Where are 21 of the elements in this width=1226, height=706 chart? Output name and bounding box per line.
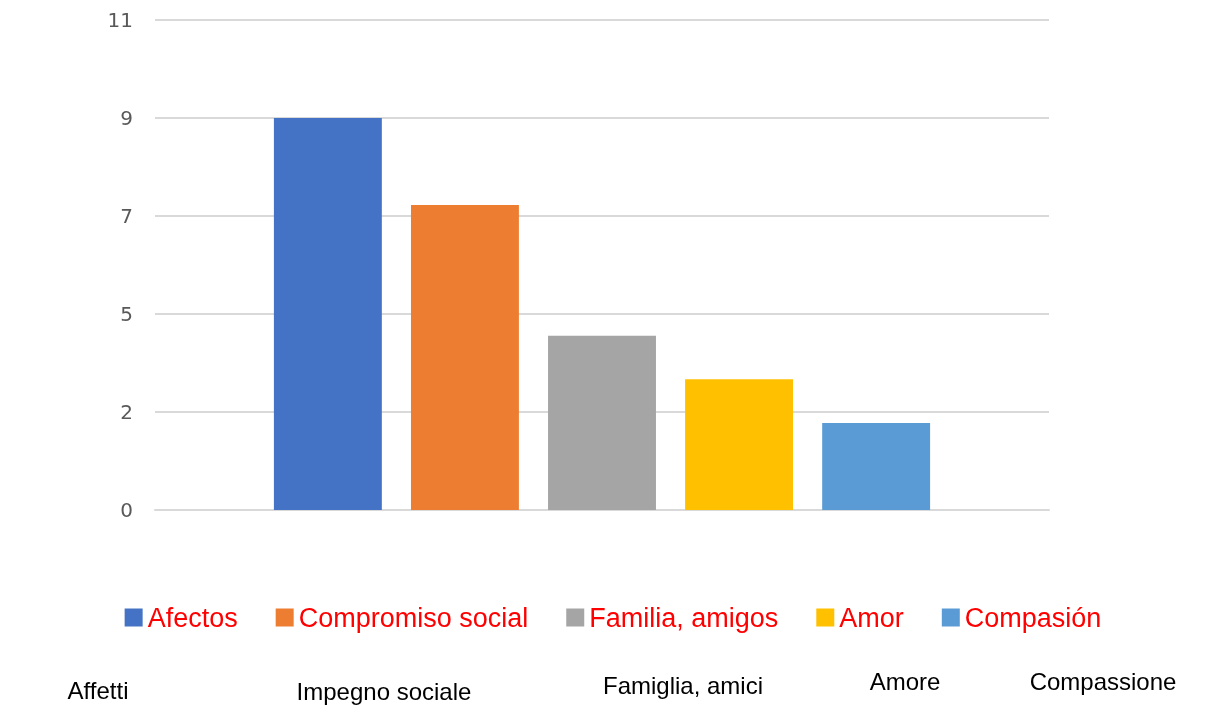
y-tick-label: 9 xyxy=(120,106,133,130)
legend-label: Amor xyxy=(839,602,904,633)
y-tick-label: 11 xyxy=(107,8,133,32)
y-tick-label: 0 xyxy=(120,498,133,522)
text: Impegno sociale xyxy=(296,677,472,705)
legend-label: Compasión xyxy=(964,602,1102,633)
bar xyxy=(410,205,519,510)
legend-label: Afectos xyxy=(147,602,238,633)
text: Amore xyxy=(869,667,941,695)
bar xyxy=(548,335,656,510)
text: Affetti xyxy=(67,676,129,704)
legend-label: Compromiso social xyxy=(298,602,529,633)
y-tick-label: 5 xyxy=(120,302,133,326)
text: Famiglia, amici xyxy=(602,671,764,699)
y-tick-label: 2 xyxy=(120,400,133,424)
bar xyxy=(273,118,382,510)
bar xyxy=(685,379,794,510)
bar xyxy=(822,422,931,510)
y-tick-label: 7 xyxy=(120,204,133,228)
text: Compassione xyxy=(1029,667,1177,695)
legend-label: Familia, amigos xyxy=(589,602,779,633)
